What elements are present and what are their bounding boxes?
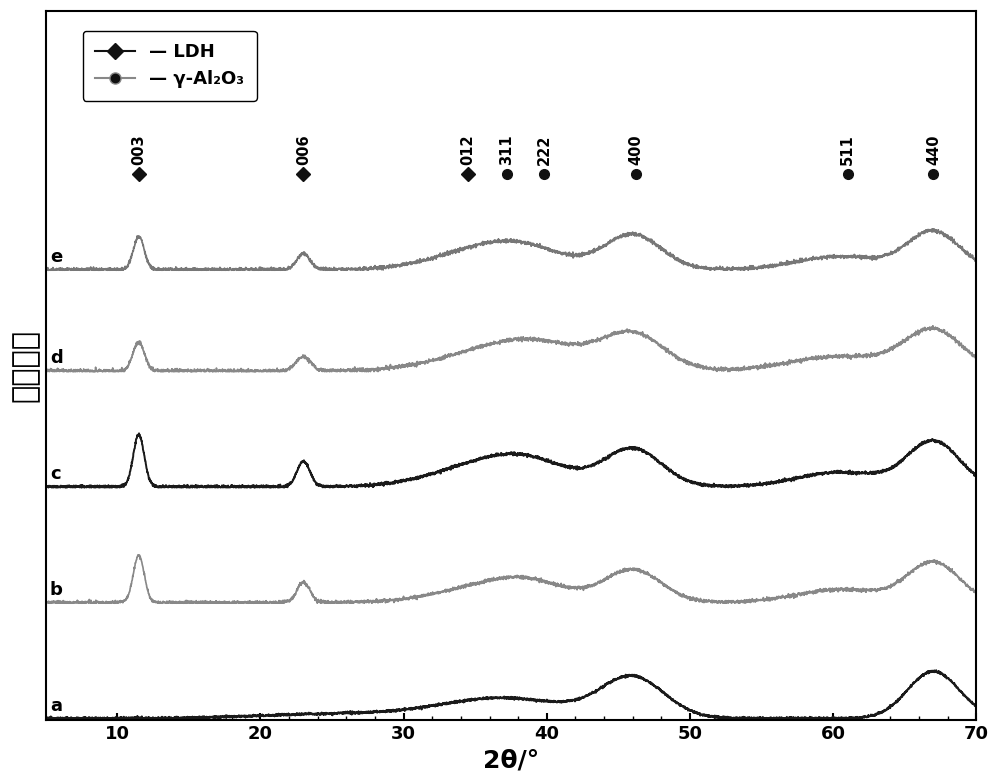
X-axis label: 2θ/°: 2θ/° bbox=[483, 749, 539, 773]
Text: c: c bbox=[50, 465, 61, 483]
Text: 006: 006 bbox=[296, 135, 311, 165]
Text: d: d bbox=[50, 349, 63, 367]
Text: 511: 511 bbox=[840, 135, 855, 165]
Y-axis label: 衷射强度: 衷射强度 bbox=[11, 329, 40, 402]
Text: 222: 222 bbox=[536, 135, 551, 165]
Text: 400: 400 bbox=[628, 135, 643, 165]
Text: 012: 012 bbox=[461, 135, 476, 165]
Text: a: a bbox=[50, 697, 62, 715]
Text: 003: 003 bbox=[131, 135, 146, 165]
Legend: — LDH, — γ-Al₂O₃: — LDH, — γ-Al₂O₃ bbox=[83, 31, 257, 101]
Text: 440: 440 bbox=[926, 135, 941, 165]
Text: b: b bbox=[50, 581, 63, 599]
Text: 311: 311 bbox=[499, 135, 514, 165]
Text: e: e bbox=[50, 248, 62, 266]
